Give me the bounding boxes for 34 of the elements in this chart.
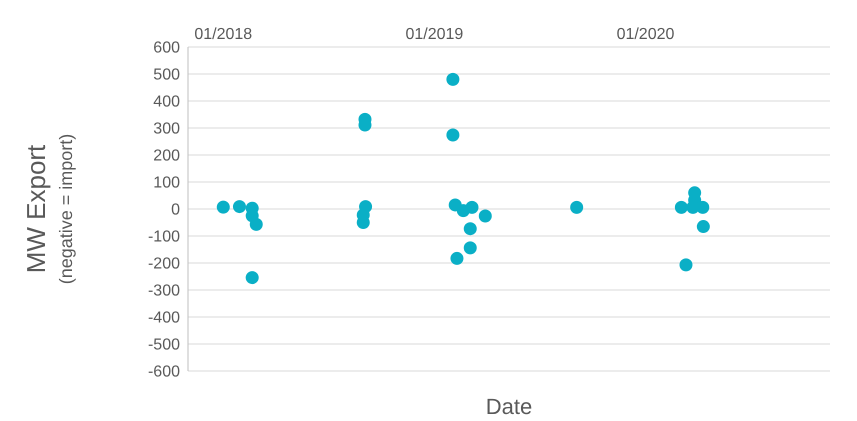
point (570, 200, 584, 214)
point (478, 210, 492, 223)
x-tick-label: 01/2019 (405, 26, 464, 43)
point (464, 222, 477, 236)
y-tick-label: -400 (148, 310, 180, 327)
y-tick-label: 0 (171, 202, 180, 219)
point (696, 200, 710, 214)
point (216, 200, 230, 214)
point (250, 218, 263, 231)
point (232, 200, 246, 214)
y-tick-label: 600 (153, 40, 180, 57)
y-tick-label: 500 (153, 66, 180, 84)
point (674, 200, 688, 214)
y-tick-label: 200 (153, 148, 180, 165)
point (465, 200, 478, 214)
point (446, 72, 460, 86)
y-tick-label: 100 (153, 174, 180, 192)
y-tick-label: -100 (148, 228, 180, 246)
y-tick-label: 400 (153, 94, 180, 111)
x-axis-title: Date (484, 394, 534, 420)
y-tick-label: -200 (148, 256, 180, 273)
point (679, 258, 692, 272)
x-tick-label: 01/2018 (194, 26, 252, 43)
point (446, 128, 460, 142)
y-axis-title: MW Export (negative = import) (21, 134, 76, 284)
point (246, 271, 259, 284)
point (464, 241, 477, 254)
point (450, 252, 464, 265)
y-tick-label: -600 (148, 364, 180, 381)
y-tick-label: -300 (148, 282, 180, 300)
y-tick-label: 300 (153, 120, 180, 138)
x-tick-label: 01/2020 (616, 26, 675, 43)
point (696, 220, 710, 234)
y-tick-label: -500 (148, 336, 180, 354)
